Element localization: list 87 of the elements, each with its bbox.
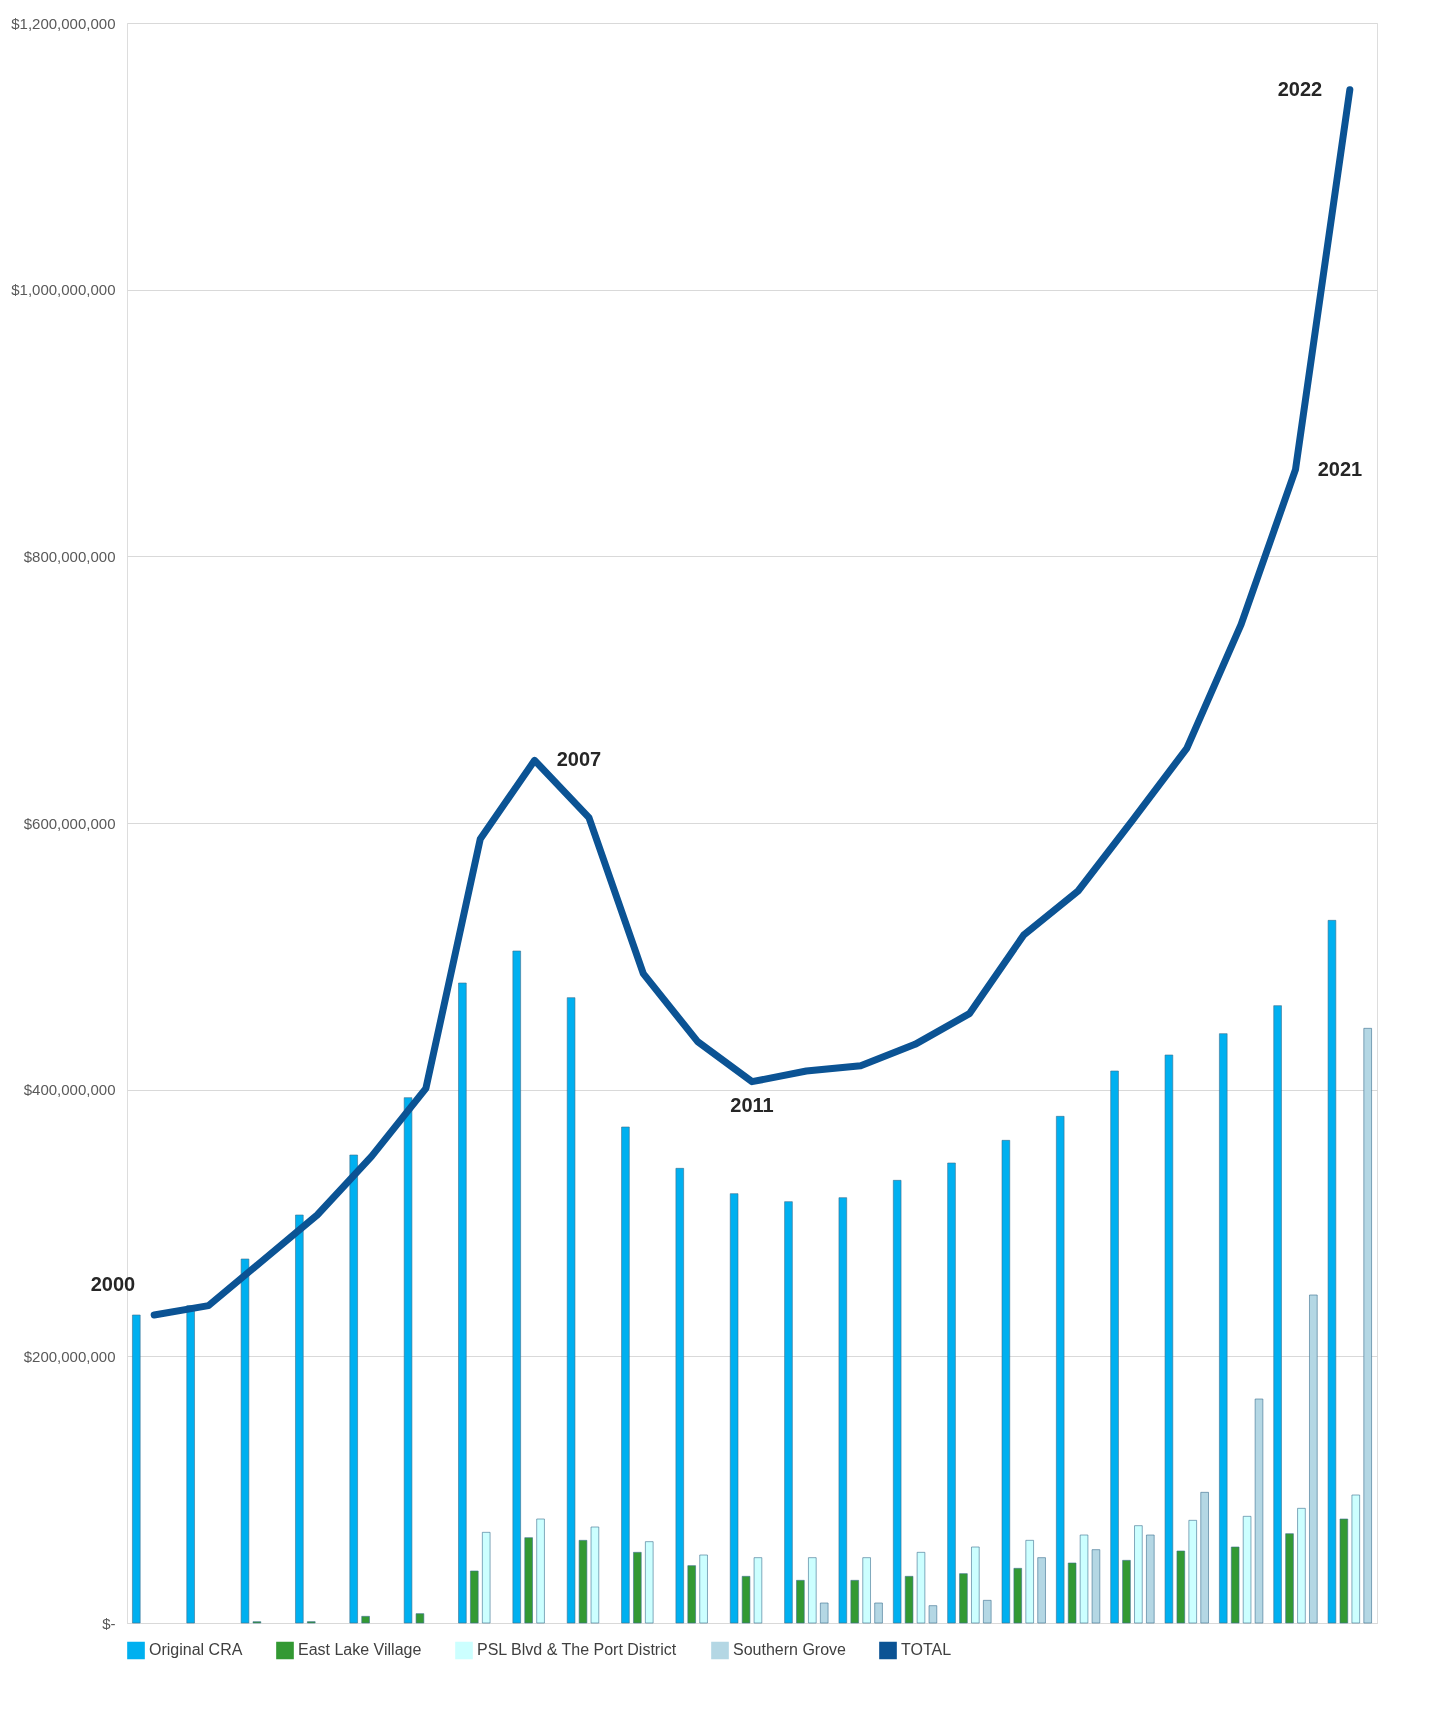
bar: [470, 1570, 479, 1624]
bar: [916, 1552, 926, 1624]
y-tick-label: $800,000,000: [23, 547, 116, 565]
bar: [675, 1168, 684, 1624]
bar: [403, 1097, 413, 1624]
bar: [482, 1532, 491, 1624]
y-tick-label: $1,200,000,000: [11, 14, 116, 32]
bar: [524, 1537, 533, 1624]
y-tick-label: $-: [102, 1614, 116, 1632]
bar: [904, 1576, 914, 1624]
bar: [687, 1565, 696, 1624]
legend-label: TOTAL: [901, 1641, 952, 1659]
bar: [741, 1576, 751, 1624]
bar: [1200, 1492, 1209, 1624]
bar: [971, 1546, 980, 1624]
bar: [186, 1305, 195, 1624]
bar: [1176, 1550, 1185, 1624]
bar: [1309, 1294, 1318, 1624]
legend-label: East Lake Village: [298, 1641, 422, 1659]
bar: [947, 1162, 956, 1624]
bar: [796, 1580, 805, 1624]
bar: [536, 1518, 545, 1624]
bar: [820, 1602, 829, 1624]
bar: [1363, 1028, 1372, 1624]
bar: [928, 1605, 938, 1624]
bar: [512, 950, 521, 1624]
bar: [621, 1126, 630, 1624]
bar: [1188, 1520, 1197, 1624]
bar: [1013, 1568, 1022, 1624]
bar: [1164, 1054, 1174, 1624]
annotation: 2007: [556, 748, 602, 770]
bar: [1067, 1562, 1077, 1624]
bar: [1273, 1005, 1282, 1624]
bar: [893, 1180, 902, 1624]
bar: [1297, 1508, 1306, 1624]
annotation: 2000: [90, 1273, 136, 1295]
y-tick-label: $600,000,000: [23, 814, 116, 832]
bar: [699, 1554, 708, 1624]
bar: [458, 982, 467, 1624]
legend-label: Original CRA: [149, 1641, 243, 1659]
legend-label: Southern Grove: [733, 1641, 847, 1659]
bar: [645, 1541, 654, 1624]
bar: [1351, 1494, 1360, 1624]
bar: [1285, 1533, 1294, 1624]
bar: [1219, 1033, 1228, 1624]
bar: [1122, 1560, 1131, 1624]
bar: [349, 1154, 358, 1624]
bar: [361, 1616, 370, 1624]
bar: [729, 1193, 739, 1624]
bar: [590, 1526, 600, 1624]
bar: [295, 1214, 304, 1624]
bar: [983, 1600, 992, 1624]
bar: [874, 1602, 883, 1624]
y-tick-label: $400,000,000: [23, 1081, 116, 1099]
bar: [850, 1580, 859, 1624]
bar: [808, 1557, 817, 1624]
bar: [753, 1557, 763, 1624]
bar: [862, 1557, 871, 1624]
annotation: 2011: [730, 1094, 774, 1116]
bar: [1110, 1070, 1119, 1624]
bar: [1079, 1534, 1089, 1624]
bar: [784, 1201, 793, 1624]
bar: [240, 1258, 250, 1624]
bar: [1327, 920, 1337, 1624]
bar: [1242, 1516, 1252, 1624]
legend-label: PSL Blvd & The Port District: [477, 1641, 677, 1659]
annotation: 2021: [1317, 458, 1363, 480]
annotation: 2022: [1277, 78, 1323, 100]
bar: [1025, 1540, 1034, 1624]
bar: [1134, 1525, 1143, 1624]
bar: [1037, 1557, 1046, 1624]
bar: [578, 1540, 588, 1624]
bar: [1146, 1534, 1155, 1624]
bar: [1091, 1549, 1101, 1624]
bar: [132, 1314, 141, 1624]
y-tick-label: $200,000,000: [23, 1347, 116, 1365]
bar: [1231, 1546, 1240, 1624]
bar: [1001, 1140, 1011, 1624]
y-tick-label: $1,000,000,000: [11, 281, 116, 299]
bar: [566, 997, 576, 1624]
bar: [959, 1573, 968, 1624]
bar: [633, 1552, 642, 1624]
bar: [1339, 1518, 1349, 1624]
bar: [415, 1613, 425, 1624]
bar: [838, 1197, 847, 1624]
bar: [1254, 1398, 1264, 1624]
bar: [1056, 1116, 1065, 1624]
